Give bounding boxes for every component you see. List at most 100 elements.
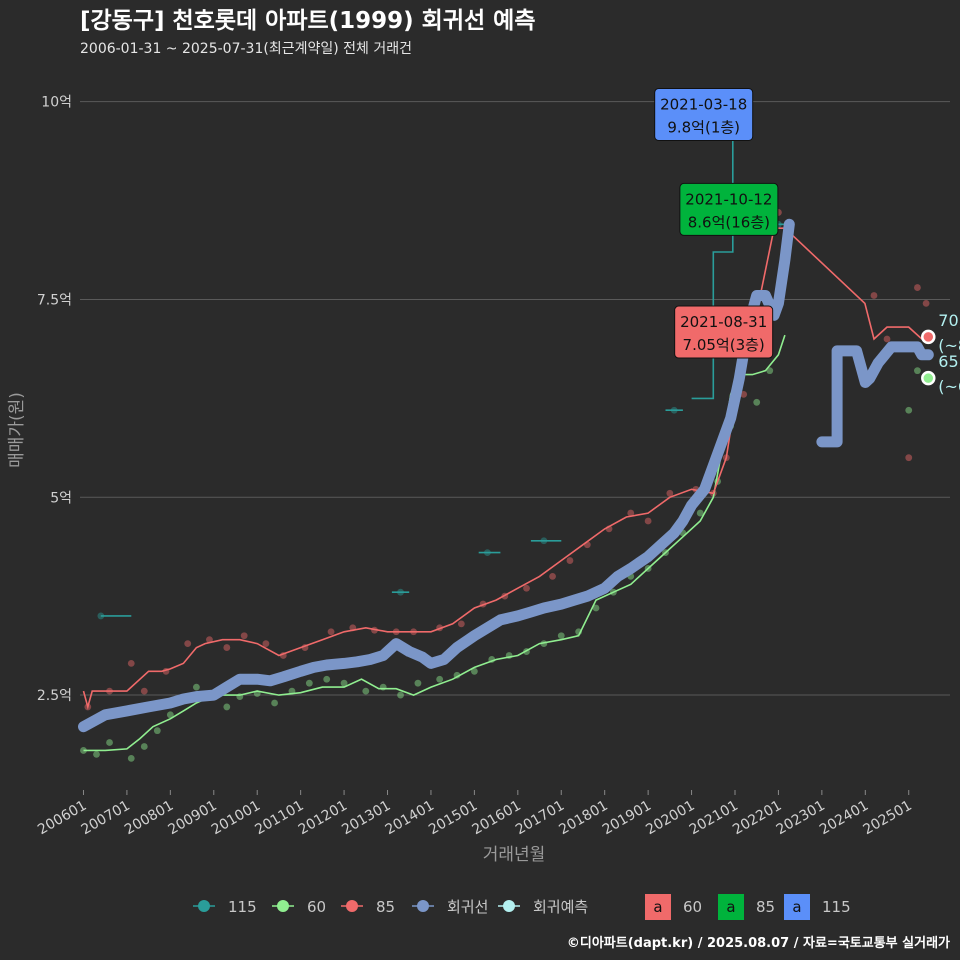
x-tick-label: 200901 (165, 798, 219, 839)
regression-path (78, 218, 934, 733)
prediction-area-label: (~85㎡) (938, 336, 960, 355)
data-point-60 (271, 699, 278, 707)
series-line-115 (100, 116, 788, 617)
x-axis-label: 거래년월 (483, 845, 546, 865)
data-point-60 (766, 367, 774, 375)
x-tick-label: 202001 (643, 798, 697, 839)
data-point-60 (470, 667, 478, 675)
data-point-60 (557, 632, 565, 640)
regression-line (78, 218, 934, 733)
y-tick-label: 7.5억 (37, 292, 72, 308)
legend: 115 60 85 회귀선 회귀예측 a 60 a 85 a 115 (193, 894, 851, 920)
y-tick-label: 2.5억 (37, 688, 72, 704)
legend-dot (417, 900, 429, 912)
series-line-85 (82, 227, 929, 710)
x-tick-label: 200701 (79, 798, 133, 839)
data-point-85 (740, 390, 748, 398)
data-point-60 (753, 398, 761, 406)
x-tick-label: 202301 (774, 798, 828, 839)
data-point-60 (140, 743, 148, 750)
legend-box-label: 85 (756, 898, 775, 916)
legend-dot (503, 900, 515, 912)
x-tick-label: 202501 (860, 798, 914, 839)
data-point-85 (140, 687, 148, 695)
prediction-point (921, 370, 936, 386)
x-tick-label: 200801 (122, 798, 176, 839)
x-tick-label: 201501 (426, 798, 480, 839)
chart-title: [강동구] 천호롯데 아파트(1999) 회귀선 예측 (80, 8, 536, 34)
data-point-60 (93, 750, 100, 758)
y-axis-ticks: 2.5억 5억 7.5억 10억 (37, 95, 72, 704)
data-point-85 (914, 284, 921, 291)
data-point-85 (240, 632, 248, 640)
x-tick-label: 201801 (556, 798, 610, 839)
x-tick-label: 201101 (252, 798, 306, 839)
legend-box (784, 894, 810, 920)
legend-label: 60 (307, 898, 326, 916)
data-point-85 (549, 572, 556, 580)
annotation-box (674, 305, 774, 359)
data-point-85 (206, 636, 213, 644)
prediction-markers: 70,275 (~85㎡)65,050 (~60㎡) (921, 311, 960, 396)
data-point-85 (627, 509, 635, 517)
data-point-60 (436, 675, 444, 683)
data-point-85 (666, 489, 674, 497)
x-tick-label: 201401 (383, 798, 437, 839)
legend-box-label: 115 (822, 898, 851, 916)
data-point-85 (870, 292, 878, 299)
data-point-85 (262, 640, 270, 648)
data-point-85 (457, 620, 465, 628)
data-point-60 (305, 679, 313, 687)
annotation-price: 8.6억(16층) (688, 213, 770, 231)
prediction-value-label: 70,275 (938, 311, 960, 330)
legend-label: 115 (228, 898, 257, 916)
legend-box-glyph: a (792, 898, 801, 916)
annotation-date: 2021-10-12 (685, 190, 772, 208)
legend-box-label: 60 (683, 898, 702, 916)
legend-box (718, 894, 744, 920)
data-point-60 (379, 683, 387, 691)
x-axis-ticks: 2006012007012008012009012010012011012012… (35, 790, 915, 838)
y-axis-label: 매매가(원) (7, 392, 27, 468)
annotation-date: 2021-03-18 (660, 95, 747, 113)
legend-box (645, 894, 671, 920)
legend-box-glyph: a (653, 898, 662, 916)
data-point-85 (127, 660, 135, 667)
data-point-85 (922, 300, 930, 307)
x-tick-label: 202401 (817, 798, 871, 839)
legend-label: 85 (376, 898, 395, 916)
legend-dot (346, 900, 358, 912)
data-point-85 (883, 335, 891, 343)
x-tick-label: 201201 (296, 798, 350, 839)
data-point-60 (166, 711, 174, 719)
x-tick-label: 201901 (600, 798, 654, 839)
legend-dot (277, 900, 289, 912)
data-point-85 (644, 517, 652, 525)
prediction-value-label: 65,050 (938, 352, 960, 371)
data-point-60 (153, 727, 161, 735)
prediction-area-label: (~60㎡) (938, 377, 960, 396)
data-point-60 (397, 691, 404, 699)
x-tick-label: 201601 (470, 798, 524, 839)
legend-label: 회귀선 (447, 898, 488, 916)
legend-dot (198, 900, 210, 912)
legend-label: 회귀예측 (533, 898, 588, 916)
data-point-60 (592, 604, 600, 612)
x-tick-label: 201301 (339, 798, 393, 839)
scatter-points (80, 114, 930, 762)
data-point-60 (106, 739, 113, 746)
data-point-60 (905, 406, 913, 414)
y-tick-label: 10억 (41, 95, 72, 111)
x-tick-label: 201701 (513, 798, 567, 839)
data-point-85 (523, 584, 530, 592)
y-tick-label: 5억 (50, 490, 72, 506)
x-tick-label: 200601 (35, 798, 89, 839)
annotation-box (654, 87, 754, 141)
data-point-60 (414, 679, 422, 687)
data-point-85 (566, 557, 574, 564)
annotation-box (679, 182, 779, 236)
legend-box-glyph: a (726, 898, 735, 916)
data-point-60 (340, 679, 348, 687)
data-point-60 (914, 367, 921, 375)
